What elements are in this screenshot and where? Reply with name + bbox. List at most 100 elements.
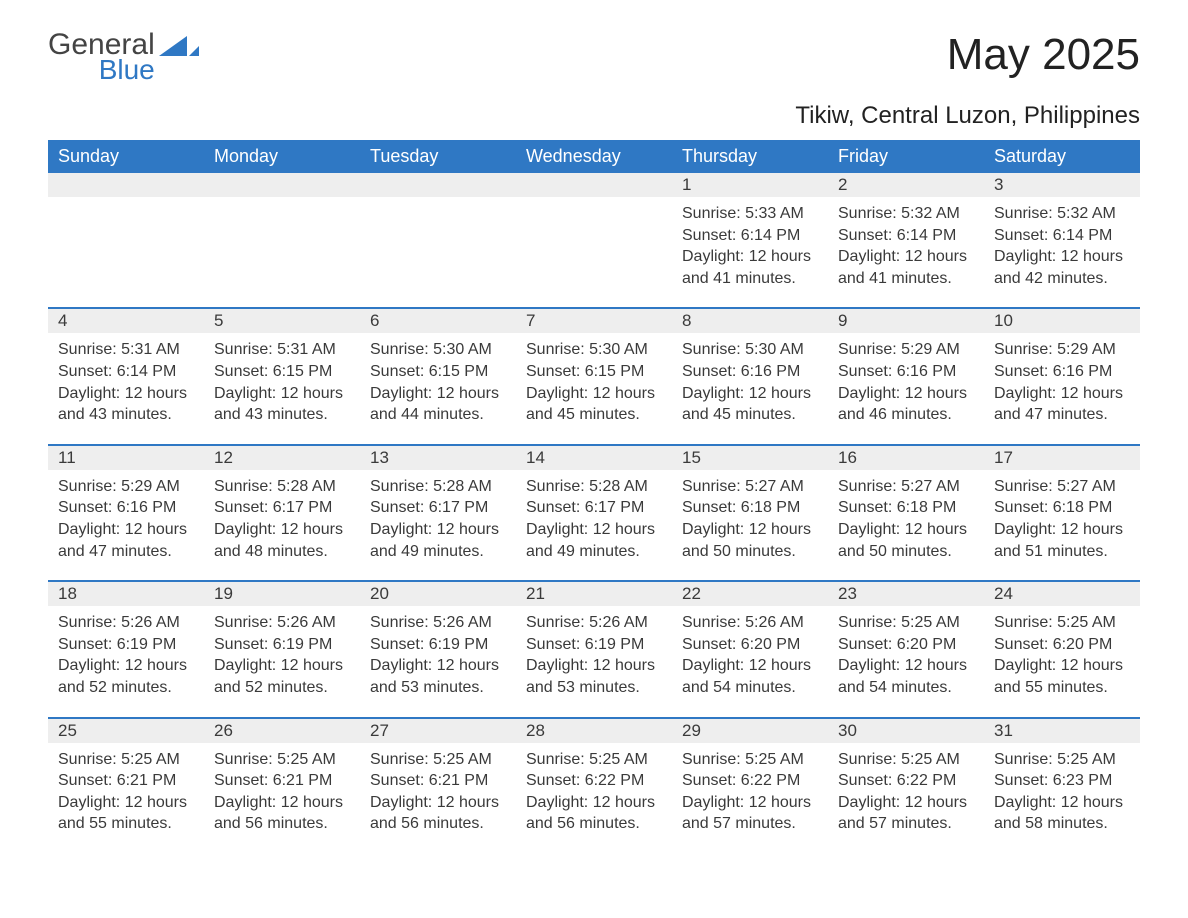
calendar-day-cell: 3Sunrise: 5:32 AMSunset: 6:14 PMDaylight… [984, 173, 1140, 307]
calendar-day-cell [48, 173, 204, 307]
day-number: 19 [204, 582, 360, 606]
calendar-day-cell: 11Sunrise: 5:29 AMSunset: 6:16 PMDayligh… [48, 446, 204, 580]
calendar-day-cell: 16Sunrise: 5:27 AMSunset: 6:18 PMDayligh… [828, 446, 984, 580]
daylight-line: Daylight: 12 hours and 51 minutes. [994, 519, 1130, 562]
sunrise-line: Sunrise: 5:30 AM [370, 339, 506, 361]
day-number: 25 [48, 719, 204, 743]
sunrise-line: Sunrise: 5:33 AM [682, 203, 818, 225]
sunrise-line: Sunrise: 5:31 AM [214, 339, 350, 361]
weekday-header: Saturday [984, 140, 1140, 173]
sunrise-line: Sunrise: 5:28 AM [370, 476, 506, 498]
calendar-day-cell [204, 173, 360, 307]
day-details: Sunrise: 5:28 AMSunset: 6:17 PMDaylight:… [360, 470, 516, 580]
day-number: 6 [360, 309, 516, 333]
sunrise-line: Sunrise: 5:25 AM [526, 749, 662, 771]
day-details: Sunrise: 5:29 AMSunset: 6:16 PMDaylight:… [48, 470, 204, 580]
sunset-line: Sunset: 6:20 PM [838, 634, 974, 656]
daylight-line: Daylight: 12 hours and 47 minutes. [994, 383, 1130, 426]
day-number: 8 [672, 309, 828, 333]
day-number: 11 [48, 446, 204, 470]
day-details: Sunrise: 5:27 AMSunset: 6:18 PMDaylight:… [828, 470, 984, 580]
daylight-line: Daylight: 12 hours and 52 minutes. [214, 655, 350, 698]
daylight-line: Daylight: 12 hours and 47 minutes. [58, 519, 194, 562]
daylight-line: Daylight: 12 hours and 43 minutes. [214, 383, 350, 426]
daylight-line: Daylight: 12 hours and 54 minutes. [838, 655, 974, 698]
sunrise-line: Sunrise: 5:29 AM [838, 339, 974, 361]
sunrise-line: Sunrise: 5:28 AM [214, 476, 350, 498]
calendar-day-cell: 18Sunrise: 5:26 AMSunset: 6:19 PMDayligh… [48, 582, 204, 716]
sunrise-line: Sunrise: 5:27 AM [682, 476, 818, 498]
daylight-line: Daylight: 12 hours and 41 minutes. [682, 246, 818, 289]
sunset-line: Sunset: 6:20 PM [682, 634, 818, 656]
sunrise-line: Sunrise: 5:26 AM [214, 612, 350, 634]
weekday-header-row: Sunday Monday Tuesday Wednesday Thursday… [48, 140, 1140, 173]
sunset-line: Sunset: 6:17 PM [526, 497, 662, 519]
day-details: Sunrise: 5:28 AMSunset: 6:17 PMDaylight:… [204, 470, 360, 580]
day-details: Sunrise: 5:32 AMSunset: 6:14 PMDaylight:… [984, 197, 1140, 307]
sunset-line: Sunset: 6:23 PM [994, 770, 1130, 792]
day-details: Sunrise: 5:26 AMSunset: 6:19 PMDaylight:… [204, 606, 360, 716]
day-details: Sunrise: 5:30 AMSunset: 6:16 PMDaylight:… [672, 333, 828, 443]
daylight-line: Daylight: 12 hours and 48 minutes. [214, 519, 350, 562]
brand-logo: General Blue [48, 30, 199, 84]
day-number: 12 [204, 446, 360, 470]
calendar-day-cell [516, 173, 672, 307]
day-number: 3 [984, 173, 1140, 197]
day-number: 29 [672, 719, 828, 743]
daylight-line: Daylight: 12 hours and 52 minutes. [58, 655, 194, 698]
day-number [204, 173, 360, 197]
sunrise-line: Sunrise: 5:30 AM [682, 339, 818, 361]
day-details: Sunrise: 5:31 AMSunset: 6:15 PMDaylight:… [204, 333, 360, 443]
day-details: Sunrise: 5:26 AMSunset: 6:19 PMDaylight:… [360, 606, 516, 716]
weekday-header: Sunday [48, 140, 204, 173]
sunrise-line: Sunrise: 5:27 AM [994, 476, 1130, 498]
day-number: 18 [48, 582, 204, 606]
sunset-line: Sunset: 6:14 PM [838, 225, 974, 247]
day-details: Sunrise: 5:29 AMSunset: 6:16 PMDaylight:… [828, 333, 984, 443]
calendar-week: 1Sunrise: 5:33 AMSunset: 6:14 PMDaylight… [48, 173, 1140, 307]
day-details: Sunrise: 5:26 AMSunset: 6:20 PMDaylight:… [672, 606, 828, 716]
sunset-line: Sunset: 6:19 PM [58, 634, 194, 656]
weekday-header: Tuesday [360, 140, 516, 173]
location-subtitle: Tikiw, Central Luzon, Philippines [48, 102, 1140, 130]
day-details [204, 197, 360, 221]
daylight-line: Daylight: 12 hours and 50 minutes. [682, 519, 818, 562]
sunset-line: Sunset: 6:19 PM [526, 634, 662, 656]
calendar-week: 18Sunrise: 5:26 AMSunset: 6:19 PMDayligh… [48, 580, 1140, 716]
daylight-line: Daylight: 12 hours and 50 minutes. [838, 519, 974, 562]
calendar-day-cell: 12Sunrise: 5:28 AMSunset: 6:17 PMDayligh… [204, 446, 360, 580]
daylight-line: Daylight: 12 hours and 57 minutes. [682, 792, 818, 835]
calendar-day-cell: 7Sunrise: 5:30 AMSunset: 6:15 PMDaylight… [516, 309, 672, 443]
daylight-line: Daylight: 12 hours and 56 minutes. [214, 792, 350, 835]
day-details: Sunrise: 5:25 AMSunset: 6:21 PMDaylight:… [360, 743, 516, 853]
day-number: 4 [48, 309, 204, 333]
day-details: Sunrise: 5:31 AMSunset: 6:14 PMDaylight:… [48, 333, 204, 443]
day-details [360, 197, 516, 221]
day-details: Sunrise: 5:25 AMSunset: 6:22 PMDaylight:… [516, 743, 672, 853]
sunrise-line: Sunrise: 5:25 AM [838, 749, 974, 771]
day-details: Sunrise: 5:27 AMSunset: 6:18 PMDaylight:… [984, 470, 1140, 580]
day-details: Sunrise: 5:25 AMSunset: 6:22 PMDaylight:… [672, 743, 828, 853]
sunrise-line: Sunrise: 5:26 AM [526, 612, 662, 634]
sunrise-line: Sunrise: 5:30 AM [526, 339, 662, 361]
daylight-line: Daylight: 12 hours and 42 minutes. [994, 246, 1130, 289]
sunset-line: Sunset: 6:22 PM [682, 770, 818, 792]
sunset-line: Sunset: 6:16 PM [994, 361, 1130, 383]
day-details [516, 197, 672, 221]
calendar-grid: Sunday Monday Tuesday Wednesday Thursday… [48, 140, 1140, 853]
sunset-line: Sunset: 6:14 PM [994, 225, 1130, 247]
daylight-line: Daylight: 12 hours and 49 minutes. [526, 519, 662, 562]
day-number: 13 [360, 446, 516, 470]
daylight-line: Daylight: 12 hours and 46 minutes. [838, 383, 974, 426]
daylight-line: Daylight: 12 hours and 45 minutes. [526, 383, 662, 426]
sunset-line: Sunset: 6:20 PM [994, 634, 1130, 656]
day-number: 28 [516, 719, 672, 743]
day-number: 30 [828, 719, 984, 743]
sunrise-line: Sunrise: 5:25 AM [838, 612, 974, 634]
day-number [360, 173, 516, 197]
calendar-day-cell: 14Sunrise: 5:28 AMSunset: 6:17 PMDayligh… [516, 446, 672, 580]
day-details [48, 197, 204, 221]
day-number: 20 [360, 582, 516, 606]
sunset-line: Sunset: 6:16 PM [58, 497, 194, 519]
sunrise-line: Sunrise: 5:26 AM [370, 612, 506, 634]
